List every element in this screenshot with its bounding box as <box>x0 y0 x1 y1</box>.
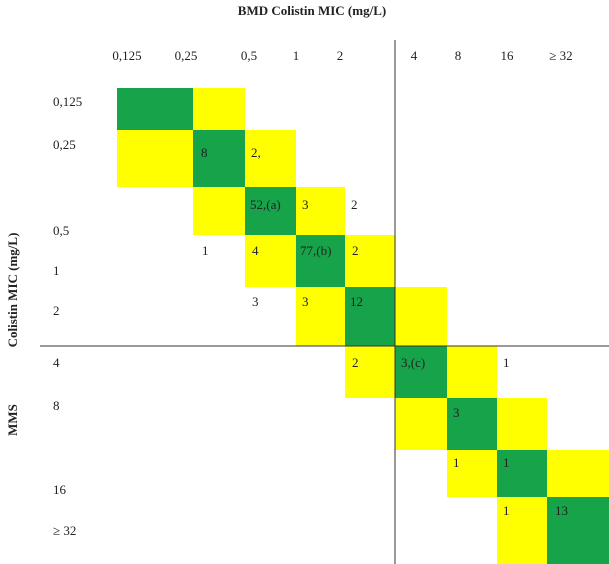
cell-green <box>547 497 609 564</box>
row-label: ≥ 32 <box>53 523 76 538</box>
cell-yellow <box>296 287 345 346</box>
col-label: 4 <box>411 48 418 63</box>
cell-value: 3 <box>252 294 259 309</box>
cell-green <box>193 130 245 187</box>
cell-yellow <box>547 450 609 497</box>
cell-yellow <box>117 130 193 187</box>
cell-yellow <box>296 187 345 235</box>
cell-value: 3 <box>302 294 309 309</box>
col-label: 16 <box>501 48 515 63</box>
row-labels: 0,125 0,25 0,5 1 2 4 8 16 ≥ 32 <box>53 94 82 538</box>
cell-value: 3 <box>302 197 309 212</box>
row-label: 4 <box>53 355 60 370</box>
cell-yellow <box>395 287 447 346</box>
cell-green <box>345 287 395 346</box>
cell-value: 52,(a) <box>250 197 281 212</box>
col-label: 1 <box>293 48 300 63</box>
cell-yellow <box>447 346 497 398</box>
cell-value: 8 <box>201 145 208 160</box>
cell-yellow <box>245 130 296 187</box>
cell-value: 1 <box>503 503 510 518</box>
cell-yellow <box>193 88 245 130</box>
cell-yellow <box>395 398 447 450</box>
cell-values: 8 2, 52,(a) 3 2 1 4 77,(b) 2 3 3 12 2 3,… <box>201 145 568 518</box>
cell-green <box>245 187 296 235</box>
cell-value: 12 <box>350 294 363 309</box>
cell-value: 2 <box>352 243 359 258</box>
cell-green <box>447 398 497 450</box>
col-label: 0,5 <box>241 48 257 63</box>
y-title: Colistin MIC (mg/L) <box>5 233 20 348</box>
cell-value: 3 <box>453 405 460 420</box>
y-title: MMS <box>5 404 20 436</box>
cell-yellow <box>497 497 547 564</box>
cell-value: 2 <box>351 197 358 212</box>
col-label: 0,25 <box>175 48 198 63</box>
cell-value: 13 <box>555 503 568 518</box>
cell-yellow <box>497 398 547 450</box>
cell-value: 1 <box>202 243 209 258</box>
col-label: 8 <box>455 48 462 63</box>
cell-value: 77,(b) <box>300 243 331 258</box>
cell-value: 2 <box>352 355 359 370</box>
cell-yellow <box>193 187 245 235</box>
column-labels: 0,125 0,25 0,5 1 2 4 8 16 ≥ 32 <box>112 48 572 63</box>
cell-green <box>497 450 547 497</box>
cell-value: 1 <box>503 355 510 370</box>
cell-yellow <box>245 235 296 287</box>
col-label: 0,125 <box>112 48 141 63</box>
col-label: 2 <box>337 48 344 63</box>
row-label: 8 <box>53 398 60 413</box>
row-label: 16 <box>53 482 67 497</box>
title: BMD Colistin MIC (mg/L) <box>238 3 386 18</box>
cell-value: 4 <box>252 243 259 258</box>
cell-yellow <box>345 346 395 398</box>
row-label: 1 <box>53 263 60 278</box>
cell-yellow <box>447 450 497 497</box>
cell-value: 2, <box>251 145 261 160</box>
row-label: 0,25 <box>53 137 76 152</box>
cell-yellow <box>345 235 395 287</box>
row-label: 2 <box>53 303 60 318</box>
cells <box>117 88 609 564</box>
cell-value: 1 <box>453 455 460 470</box>
row-label: 0,125 <box>53 94 82 109</box>
cell-value: 1 <box>503 455 510 470</box>
cell-value: 3,(c) <box>401 355 425 370</box>
cell-green <box>296 235 345 287</box>
col-label: ≥ 32 <box>549 48 572 63</box>
row-label: 0,5 <box>53 223 69 238</box>
cell-green <box>117 88 193 130</box>
cell-green <box>395 346 447 398</box>
